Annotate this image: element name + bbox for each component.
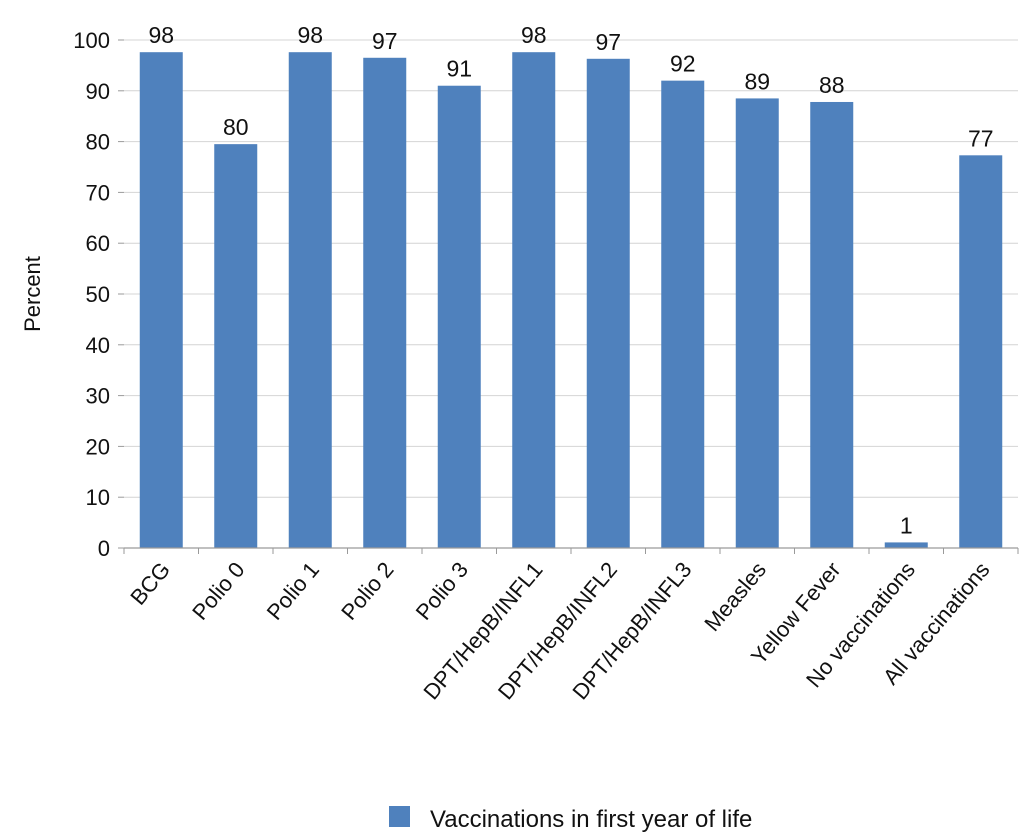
y-tick-label: 50 [86, 282, 110, 307]
bar [214, 144, 258, 548]
data-label: 92 [670, 51, 696, 77]
bar [512, 52, 556, 548]
y-tick-label: 60 [86, 231, 110, 256]
bar [959, 155, 1003, 549]
bar [139, 52, 183, 548]
y-tick-label: 20 [86, 434, 110, 459]
x-category-label: Polio 2 [336, 557, 398, 625]
bar [810, 101, 854, 548]
y-axis-ticks: 0 10 20 30 40 50 60 70 80 90 100 [73, 28, 124, 561]
bar [586, 58, 630, 549]
y-tick-label: 10 [86, 485, 110, 510]
data-label: 98 [297, 22, 323, 48]
x-axis-category-labels: BCG Polio 0 Polio 1 Polio 2 Polio 3DPT/HepB/… [123, 548, 1019, 704]
data-label: 97 [372, 28, 398, 54]
x-category-label: Measles [699, 557, 771, 636]
y-tick-label: 30 [86, 384, 110, 409]
data-label: 77 [968, 125, 994, 151]
x-category-label: BCG [125, 557, 175, 610]
data-labels: 98 80 98 97 91 98 97 92 89 88 1 77 [148, 22, 993, 538]
data-label: 98 [148, 22, 174, 48]
data-label: 97 [595, 29, 621, 55]
data-label: 91 [446, 56, 472, 82]
bar [437, 85, 481, 548]
y-tick-label: 90 [86, 79, 110, 104]
data-label: 98 [521, 22, 547, 48]
bar [661, 80, 705, 548]
y-tick-label: 70 [86, 180, 110, 205]
data-label: 80 [223, 114, 249, 140]
bar [884, 542, 928, 548]
y-tick-label: 100 [73, 28, 110, 53]
bar [735, 98, 779, 549]
gridlines [124, 39, 1018, 498]
bar [363, 57, 407, 548]
data-label: 1 [900, 512, 913, 538]
legend-swatch [389, 806, 410, 827]
legend: Vaccinations in first year of life [389, 806, 752, 833]
x-category-label: Polio 3 [411, 557, 473, 625]
bar [288, 52, 332, 548]
data-label: 89 [744, 68, 770, 94]
x-category-label: Polio 0 [187, 557, 249, 625]
y-axis-title: Percent [20, 256, 45, 332]
legend-label: Vaccinations in first year of life [430, 806, 752, 833]
data-label: 88 [819, 72, 845, 98]
y-tick-label: 0 [98, 536, 110, 561]
y-tick-label: 40 [86, 333, 110, 358]
x-category-label: Polio 1 [262, 557, 324, 625]
bar-group [139, 52, 1003, 549]
y-tick-label: 80 [86, 130, 110, 155]
